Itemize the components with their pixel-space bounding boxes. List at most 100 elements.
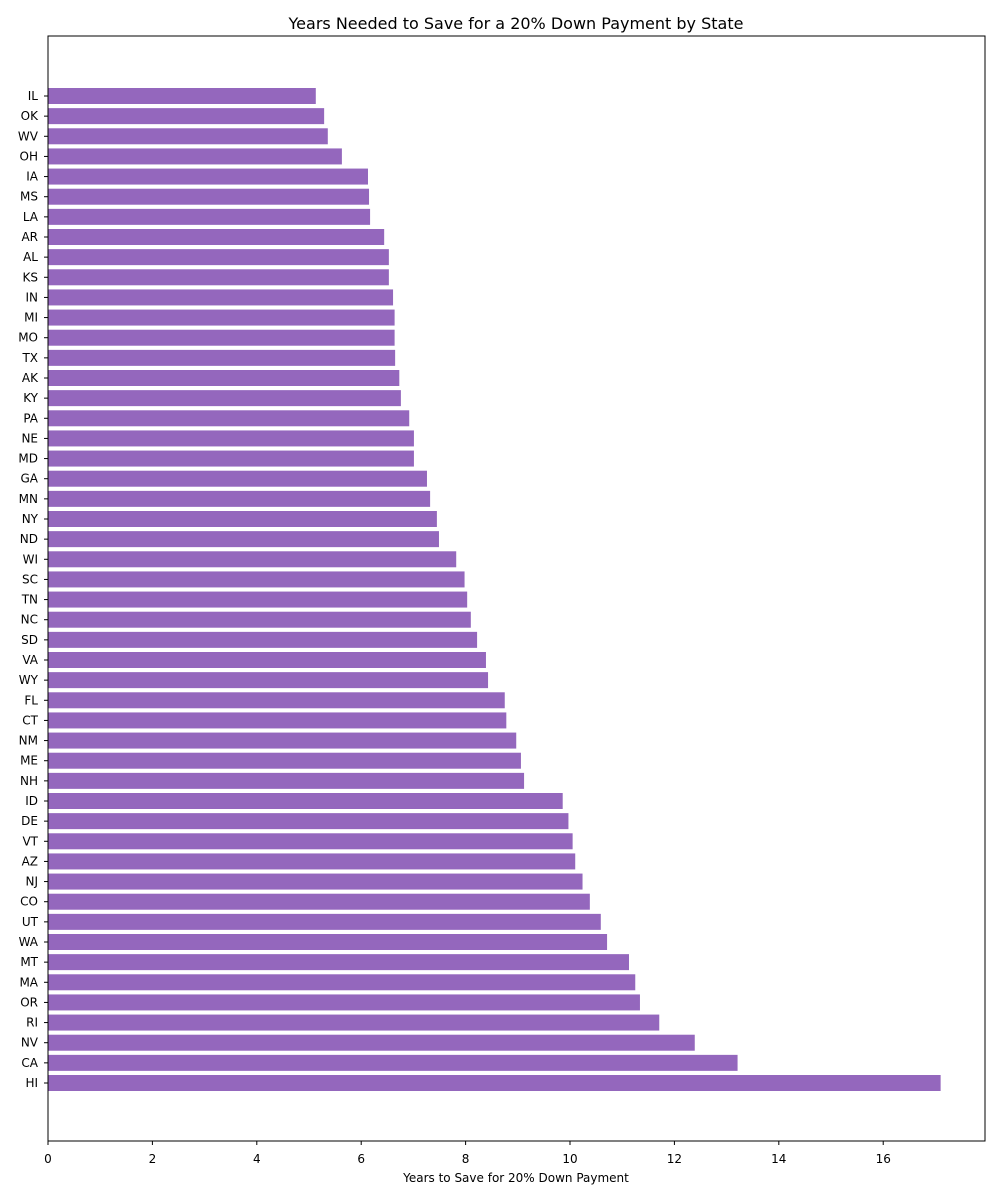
bar-nh — [48, 772, 525, 789]
y-tick-label: HI — [25, 1076, 38, 1090]
bar-wy — [48, 672, 489, 689]
bar-il — [48, 88, 316, 104]
x-axis-label: Years to Save for 20% Down Payment — [402, 1171, 629, 1185]
bar-ok — [48, 108, 325, 125]
bar-ga — [48, 470, 427, 487]
bar-az — [48, 853, 576, 870]
bar-mt — [48, 954, 629, 971]
x-tick-label: 6 — [357, 1152, 365, 1166]
y-tick-label: NJ — [25, 875, 38, 889]
y-tick-label: VT — [22, 834, 38, 848]
bar-ca — [48, 1054, 738, 1071]
x-tick-label: 16 — [876, 1152, 891, 1166]
y-tick-label: PA — [23, 411, 38, 425]
bar-ri — [48, 1014, 660, 1031]
y-tick-label: MS — [20, 190, 38, 204]
bar-mo — [48, 329, 395, 346]
y-tick-label: CO — [20, 895, 38, 909]
bar-mi — [48, 309, 395, 326]
bar-ar — [48, 229, 385, 245]
y-tick-label: AR — [21, 230, 38, 244]
x-tick-label: 4 — [253, 1152, 261, 1166]
bar-nd — [48, 531, 439, 548]
bar-co — [48, 893, 590, 910]
y-tick-label: MD — [18, 452, 38, 466]
y-tick-label: NC — [21, 613, 38, 627]
bar-ne — [48, 430, 414, 447]
bar-pa — [48, 410, 410, 427]
chart-title: Years Needed to Save for a 20% Down Paym… — [288, 14, 744, 33]
bar-md — [48, 450, 414, 467]
y-tick-label: WA — [19, 935, 39, 949]
bar-ia — [48, 168, 368, 185]
bar-wa — [48, 934, 608, 950]
y-tick-label: FL — [24, 693, 38, 707]
bar-oh — [48, 148, 342, 165]
x-tick-label: 10 — [562, 1152, 577, 1166]
bar-la — [48, 208, 371, 225]
y-tick-label: NM — [19, 734, 38, 748]
bar-ny — [48, 511, 437, 527]
y-tick-label: RI — [26, 1016, 38, 1030]
y-tick-label: CT — [22, 713, 38, 727]
bar-ct — [48, 712, 507, 729]
y-tick-label: VA — [22, 653, 38, 667]
y-tick-label: DE — [21, 814, 38, 828]
y-tick-label: TX — [21, 351, 38, 365]
y-tick-label: NV — [21, 1036, 39, 1050]
y-tick-label: MT — [20, 955, 38, 969]
y-tick-label: IL — [28, 89, 39, 103]
y-axis-ticks: IL OK WV OH IA MS LA AR AL KS IN MI MO TX AK KY PA NE MD GA… — [18, 89, 48, 1090]
y-tick-label: MO — [18, 331, 38, 345]
bar-vt — [48, 833, 573, 850]
bar-tx — [48, 349, 396, 366]
x-tick-label: 14 — [771, 1152, 786, 1166]
bar-fl — [48, 692, 505, 709]
y-tick-label: KS — [23, 270, 39, 284]
bar-me — [48, 752, 521, 769]
bar-nj — [48, 873, 583, 890]
bar-or — [48, 994, 640, 1011]
bar-va — [48, 652, 486, 668]
y-tick-label: IA — [26, 170, 39, 184]
bar-sc — [48, 571, 465, 588]
y-tick-label: AL — [23, 250, 38, 264]
y-tick-label: OK — [21, 109, 39, 123]
bar-ks — [48, 269, 389, 286]
bar-ut — [48, 913, 601, 930]
y-tick-label: ND — [20, 532, 38, 546]
bar-id — [48, 793, 563, 809]
x-tick-label: 2 — [149, 1152, 157, 1166]
bar-wi — [48, 551, 457, 568]
bar-ky — [48, 390, 401, 407]
x-tick-label: 12 — [667, 1152, 682, 1166]
bar-hi — [48, 1075, 941, 1091]
bar-nm — [48, 732, 517, 749]
y-tick-label: TN — [21, 593, 38, 607]
y-tick-label: SD — [21, 633, 38, 647]
bar-ak — [48, 370, 400, 386]
y-tick-label: ID — [25, 794, 38, 808]
y-tick-label: NH — [20, 774, 38, 788]
y-tick-label: ME — [20, 754, 38, 768]
y-tick-label: KY — [23, 391, 38, 405]
y-tick-label: WY — [19, 673, 39, 687]
bar-al — [48, 249, 389, 266]
y-tick-label: GA — [20, 472, 38, 486]
x-axis-ticks: 0 2 4 6 8 10 12 14 16 — [44, 1141, 891, 1166]
y-tick-label: IN — [25, 290, 38, 304]
x-tick-label: 8 — [462, 1152, 470, 1166]
bars-layer — [48, 88, 941, 1091]
y-tick-label: WV — [18, 129, 39, 143]
y-tick-label: UT — [22, 915, 39, 929]
bar-nc — [48, 611, 471, 628]
bar-mn — [48, 490, 431, 507]
x-tick-label: 0 — [44, 1152, 52, 1166]
bar-in — [48, 289, 394, 306]
bar-de — [48, 813, 569, 830]
y-tick-label: CA — [21, 1056, 38, 1070]
y-tick-label: MI — [24, 311, 38, 325]
y-tick-label: OR — [20, 995, 38, 1009]
